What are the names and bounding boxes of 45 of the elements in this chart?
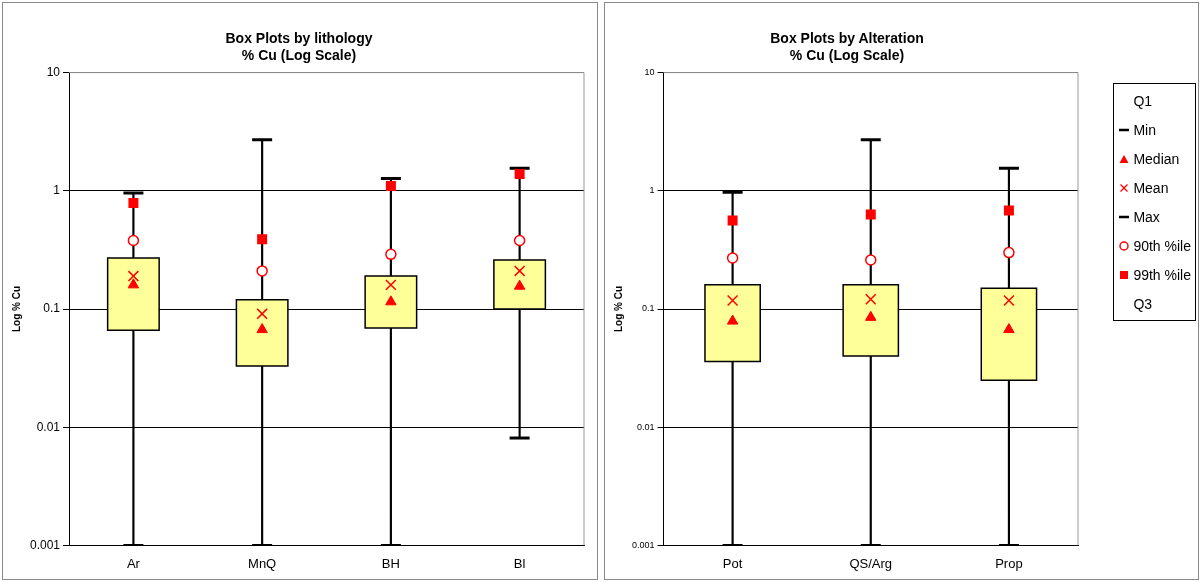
text: Q3: [1133, 295, 1153, 312]
y-axis-title: Log % Cu: [10, 285, 22, 333]
y-tick-label: 0.1: [43, 301, 61, 316]
chart-title: Box Plots by lithology: [225, 30, 373, 47]
point: [1003, 205, 1014, 216]
point: [514, 168, 525, 179]
x-tick-label: BH: [381, 555, 400, 571]
chart-subtitle: % Cu (Log Scale): [241, 47, 357, 64]
x-tick-label: MnQ: [248, 555, 277, 571]
legend-label: 99th %ile: [1133, 266, 1191, 283]
point: [128, 197, 139, 208]
point: [513, 234, 526, 247]
y-tick-label: 0.01: [36, 419, 61, 434]
point: [726, 252, 739, 264]
x-tick-label: Pot: [722, 555, 743, 571]
y-tick-label: 1: [649, 185, 655, 196]
text: Mean: [1133, 179, 1169, 196]
y-tick-label: 0.001: [30, 537, 61, 552]
y-tick-label: 10: [644, 67, 655, 78]
text: Median: [1133, 150, 1180, 167]
point: [127, 234, 140, 247]
point: [865, 254, 877, 266]
chart-subtitle: % Cu (Log Scale): [789, 47, 905, 64]
x-tick-label: Bl: [513, 555, 526, 571]
text: Min: [1133, 121, 1156, 138]
point: [385, 248, 397, 261]
x-tick-label: Ar: [126, 555, 141, 571]
x-tick-label: QS/Arg: [849, 555, 893, 571]
y-tick-label: 10: [46, 64, 61, 79]
point: [256, 265, 268, 277]
point: [385, 180, 396, 191]
legend-label: 90th %ile: [1133, 237, 1191, 254]
text: Max: [1133, 208, 1160, 225]
point: [1003, 246, 1015, 259]
point: [727, 215, 738, 226]
point: [257, 234, 268, 245]
x-tick-label: Prop: [995, 555, 1023, 571]
chart-title: Box Plots by Alteration: [770, 30, 924, 47]
text: Q1: [1133, 92, 1153, 109]
point: [865, 209, 876, 220]
y-tick-label: 0.1: [642, 303, 655, 314]
y-axis-title: Log % Cu: [612, 285, 624, 333]
y-tick-label: 0.001: [631, 539, 655, 550]
y-tick-label: 0.01: [636, 421, 655, 432]
y-tick-label: 1: [53, 183, 61, 198]
